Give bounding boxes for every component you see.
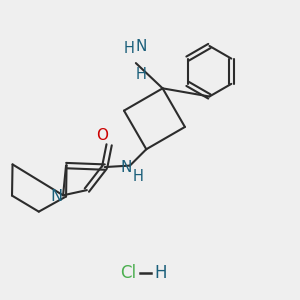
Text: H: H bbox=[124, 41, 134, 56]
Text: N: N bbox=[50, 189, 63, 204]
Text: H: H bbox=[154, 264, 167, 282]
Text: Cl: Cl bbox=[120, 264, 136, 282]
Text: N: N bbox=[121, 160, 132, 175]
Text: N: N bbox=[135, 39, 147, 54]
Text: O: O bbox=[97, 128, 109, 143]
Text: H: H bbox=[136, 67, 146, 82]
Text: H: H bbox=[133, 169, 144, 184]
